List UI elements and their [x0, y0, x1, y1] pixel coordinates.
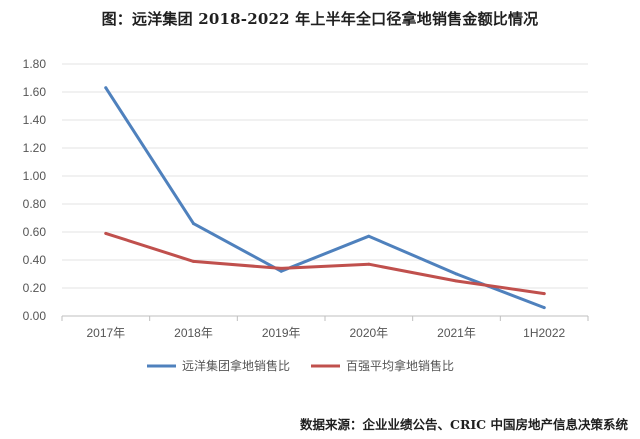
series-lines	[104, 86, 546, 310]
legend-label-2: 百强平均拿地销售比	[346, 358, 454, 373]
data-point	[279, 266, 283, 270]
x-tick-label: 2020年	[349, 326, 388, 340]
y-tick-label: 0.60	[23, 225, 47, 239]
data-point	[104, 231, 108, 235]
data-point	[542, 292, 546, 296]
data-point	[455, 272, 458, 276]
y-tick-label: 0.00	[23, 309, 47, 323]
chart-title: 图：远洋集团 2018-2022 年上半年全口径拿地销售金额比情况	[101, 10, 539, 28]
data-point	[279, 269, 283, 273]
y-tick-label: 1.40	[23, 113, 47, 127]
y-tick-label: 0.20	[23, 281, 47, 295]
x-axis-ticks: 2017年 2018年 2019年 2020年 2021年 1H2022	[61, 316, 589, 340]
data-point	[367, 262, 371, 266]
y-tick-label: 1.60	[23, 85, 47, 99]
y-tick-label: 1.00	[23, 169, 47, 183]
y-tick-label: 0.40	[23, 253, 47, 267]
gridlines	[62, 63, 588, 317]
y-tick-label: 1.80	[23, 57, 47, 71]
data-point	[192, 222, 195, 226]
data-point	[455, 279, 458, 283]
data-source-note: 数据来源：企业业绩公告、CRIC 中国房地产信息决策系统	[300, 417, 628, 432]
series-line-2	[104, 231, 546, 296]
x-tick-label: 2017年	[86, 326, 125, 340]
y-tick-label: 1.20	[23, 141, 47, 155]
data-point	[367, 234, 371, 238]
x-tick-label: 2021年	[437, 326, 476, 340]
legend: 远洋集团拿地销售比 百强平均拿地销售比	[147, 358, 454, 373]
data-point	[542, 306, 546, 310]
y-axis-ticks: 0.00 0.20 0.40 0.60 0.80 1.00 1.20 1.40 1.60 1.80	[23, 57, 47, 323]
x-tick-label: 2018年	[174, 326, 213, 340]
series-line-1	[104, 86, 546, 310]
data-point	[192, 259, 195, 263]
x-tick-label: 1H2022	[523, 326, 565, 340]
data-point	[104, 86, 108, 90]
legend-label-1: 远洋集团拿地销售比	[182, 358, 290, 373]
x-tick-label: 2019年	[262, 326, 301, 340]
y-tick-label: 0.80	[23, 197, 47, 211]
